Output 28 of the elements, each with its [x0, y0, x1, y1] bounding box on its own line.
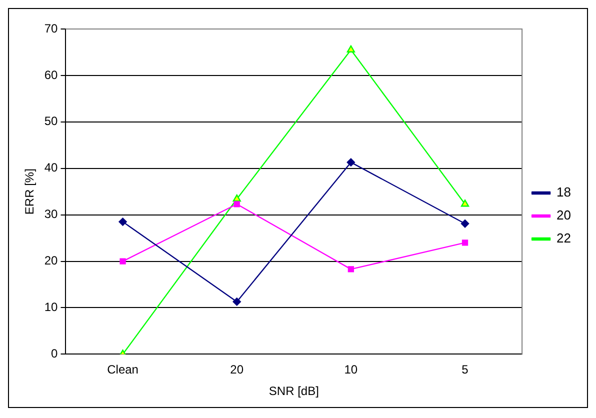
- y-tick-label: 70: [44, 21, 58, 36]
- point: [460, 220, 470, 228]
- point: [346, 45, 355, 53]
- y-tick-label: 30: [44, 207, 58, 222]
- point: [232, 298, 241, 306]
- y-tick-label: 60: [44, 68, 58, 82]
- point: [348, 266, 354, 272]
- legend-label: 18: [556, 184, 572, 200]
- x-tick-label: Clean: [107, 362, 138, 377]
- x-tick-label: 10: [344, 362, 358, 377]
- y-tick-label: 20: [44, 254, 58, 268]
- legend-label: 20: [556, 208, 572, 223]
- point: [234, 201, 240, 208]
- x-axis-title: SNR [dB]: [268, 384, 319, 398]
- point: [232, 194, 241, 202]
- y-tick-label: 0: [51, 346, 58, 361]
- x-tick-label: 5: [462, 362, 469, 377]
- y-tick-label: 40: [44, 160, 58, 175]
- point: [346, 158, 356, 166]
- x-tick-label: 20: [230, 362, 244, 377]
- point: [120, 258, 126, 264]
- point: [462, 240, 468, 246]
- y-tick-label: 10: [44, 300, 58, 314]
- y-tick-label: 50: [44, 114, 58, 128]
- y-axis-title: ERR [%]: [22, 168, 37, 215]
- legend-label: 22: [556, 230, 572, 246]
- point: [118, 218, 127, 226]
- point: [460, 200, 470, 207]
